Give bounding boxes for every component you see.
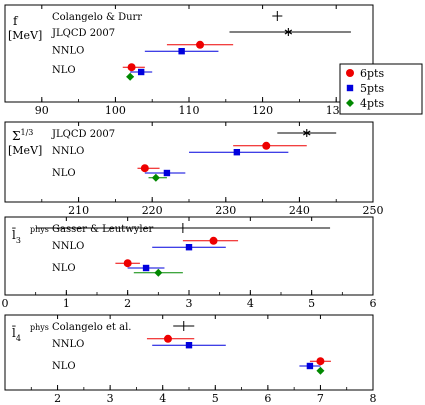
y-label-sup: 1/3 [20, 128, 33, 137]
data-point [316, 357, 325, 366]
y-label: Σ1/3 [12, 128, 33, 143]
x-tick-label: 240 [289, 204, 310, 217]
row-label: Gasser & Leutwyler [52, 224, 154, 235]
x-tick-label: 220 [142, 204, 163, 217]
data-point [272, 11, 283, 21]
x-tick-label: 0 [2, 297, 9, 310]
x-tick-label: 250 [363, 204, 384, 217]
legend-marker [346, 69, 354, 77]
panel-4: 2 3 4 5 6 7 8 l̄4 phys Colangelo et al. NNLO NLO [4, 314, 377, 405]
legend-marker [346, 99, 354, 107]
row-label: NNLO [52, 241, 84, 252]
panel-3: 0 1 2 3 4 5 6 l̄3 phys Gasser & Leutwyler NNLO NLO [2, 216, 377, 310]
y-label: l̄3 [12, 226, 21, 245]
y-label: f [13, 14, 19, 28]
legend-marker [346, 84, 354, 92]
row-label: JLQCD 2007 [51, 28, 115, 39]
data-point [163, 169, 171, 177]
row-label: JLQCD 2007 [51, 129, 115, 140]
x-tick-label: 110 [179, 104, 200, 117]
y-label-sup: phys [30, 225, 49, 234]
y-label-sub: 4 [16, 334, 21, 343]
data-point [127, 63, 136, 72]
y-label-unit: [MeV] [8, 29, 42, 42]
x-tick-label: 7 [317, 392, 324, 405]
data-point [123, 259, 132, 268]
data-point [178, 48, 185, 55]
data-point [284, 28, 293, 36]
data-point [196, 40, 205, 49]
x-tick-label: 90 [35, 104, 49, 117]
x-tick-label: 5 [212, 392, 219, 405]
data-point [177, 223, 188, 233]
data-point [154, 268, 163, 277]
data-point-ray [284, 29, 293, 35]
x-tick-label: 100 [105, 104, 126, 117]
data-point [140, 164, 149, 173]
data-point-ray [303, 130, 311, 136]
data-point [316, 366, 325, 375]
data-point [151, 173, 160, 182]
y-label-sup: phys [30, 323, 49, 332]
legend-label: 5pts [360, 82, 384, 95]
x-tick-label: 2 [124, 297, 131, 310]
legend: 6pts 5pts 4pts [339, 63, 423, 115]
row-label: NNLO [52, 46, 84, 57]
data-point [306, 362, 314, 370]
row-label: NNLO [52, 339, 84, 350]
row-label: Colangelo & Durr [52, 12, 142, 23]
data-point [185, 244, 193, 251]
y-label: l̄4 [12, 324, 21, 343]
x-tick-label: 3 [107, 392, 114, 405]
x-tick-label: 6 [264, 392, 271, 405]
row-label: Colangelo et al. [52, 322, 131, 333]
x-tick-label: 6 [370, 297, 377, 310]
data-point [137, 68, 145, 76]
x-tick-label: 5 [308, 297, 315, 310]
data-point [126, 72, 135, 81]
x-tick-label: 4 [247, 297, 254, 310]
data-point [142, 264, 150, 272]
data-point [185, 342, 193, 349]
x-tick-label: 120 [252, 104, 273, 117]
x-tick-label: 8 [370, 392, 377, 405]
panel-2: 210 220 230 240 250 Σ1/3[MeV] JLQCD 2007 NNLO NL… [4, 121, 384, 217]
y-label-unit: [MeV] [8, 144, 42, 157]
x-tick-label: 210 [68, 204, 89, 217]
x-tick-label: 1 [63, 297, 70, 310]
y-label-sub: 3 [16, 236, 21, 245]
data-point [262, 141, 271, 150]
row-label: NLO [52, 168, 76, 179]
x-tick-label: 2 [54, 392, 61, 405]
data-point [163, 334, 172, 343]
data-point [303, 129, 311, 137]
row-label: NLO [52, 263, 76, 274]
data-point [178, 321, 189, 331]
row-label: NLO [52, 65, 76, 76]
row-label: NLO [52, 361, 76, 372]
data-point [209, 236, 218, 245]
x-tick-label: 3 [186, 297, 193, 310]
x-tick-label: 4 [159, 392, 166, 405]
row-label: NNLO [52, 146, 84, 157]
legend-label: 4pts [360, 97, 384, 110]
x-tick-label: 230 [215, 204, 236, 217]
data-point [233, 149, 241, 156]
legend-label: 6pts [360, 67, 384, 80]
